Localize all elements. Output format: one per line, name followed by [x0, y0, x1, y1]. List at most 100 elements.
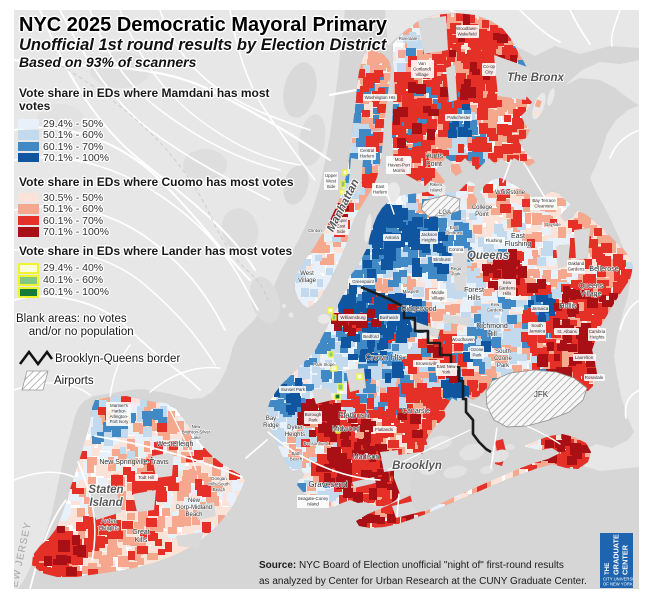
- svg-text:Rikers: Rikers: [430, 182, 443, 187]
- svg-text:Gravesend: Gravesend: [308, 480, 347, 489]
- svg-text:Point: Point: [475, 212, 489, 218]
- svg-text:Maspeth: Maspeth: [403, 289, 420, 294]
- svg-text:Village: Village: [431, 295, 445, 300]
- svg-text:Park: Park: [308, 417, 318, 422]
- svg-text:Bushwick: Bushwick: [380, 315, 399, 320]
- svg-text:Clearview: Clearview: [534, 203, 554, 208]
- svg-text:Beach: Beach: [185, 512, 202, 518]
- svg-text:Queens: Queens: [467, 250, 509, 262]
- svg-text:Heights: Heights: [422, 237, 438, 242]
- svg-text:Elmhurst: Elmhurst: [445, 230, 463, 235]
- svg-text:Upper: Upper: [325, 173, 337, 178]
- svg-text:Haven-Port: Haven-Port: [388, 162, 411, 167]
- svg-text:Cortlandt: Cortlandt: [413, 66, 432, 71]
- svg-text:Park: Park: [472, 352, 482, 357]
- svg-text:Heights: Heights: [590, 334, 606, 339]
- svg-text:Hunts: Hunts: [425, 153, 444, 160]
- svg-text:Woodlawn-: Woodlawn-: [456, 26, 478, 31]
- svg-text:Westerleigh: Westerleigh: [157, 441, 194, 448]
- svg-text:Hills-South: Hills-South: [208, 481, 230, 486]
- svg-text:Village: Village: [415, 72, 429, 77]
- svg-text:Richmond: Richmond: [476, 323, 508, 330]
- svg-text:Riverdale: Riverdale: [399, 36, 418, 41]
- svg-text:Park: Park: [451, 271, 461, 276]
- svg-text:Bellerose: Bellerose: [589, 266, 618, 273]
- svg-text:Port Ivory: Port Ivory: [110, 419, 130, 424]
- svg-text:Kew: Kew: [491, 302, 500, 307]
- svg-text:East New: East New: [437, 364, 457, 369]
- svg-text:Greenpoint: Greenpoint: [352, 279, 375, 284]
- svg-text:Woodhaven: Woodhaven: [451, 337, 475, 342]
- svg-text:Ozone: Ozone: [471, 347, 484, 352]
- svg-text:Cambria: Cambria: [589, 329, 606, 334]
- svg-text:JFK: JFK: [534, 390, 549, 399]
- svg-text:York: York: [442, 369, 451, 374]
- svg-text:Washington Hts: Washington Hts: [365, 95, 397, 100]
- svg-text:Ridge: Ridge: [263, 423, 279, 429]
- svg-text:Heights: Heights: [99, 526, 119, 532]
- svg-text:Rego: Rego: [451, 266, 462, 271]
- svg-text:City: City: [485, 69, 493, 74]
- svg-text:Rosedale: Rosedale: [585, 375, 604, 380]
- svg-text:Flushing: Flushing: [486, 238, 503, 243]
- svg-text:Ozone: Ozone: [494, 356, 512, 362]
- svg-text:Bath: Bath: [291, 451, 301, 456]
- svg-text:Beach: Beach: [213, 487, 226, 492]
- svg-text:Gardens: Gardens: [568, 266, 586, 271]
- svg-text:Harlem: Harlem: [373, 189, 387, 194]
- svg-text:Park Slope: Park Slope: [313, 362, 335, 367]
- svg-text:Canarsie: Canarsie: [402, 408, 430, 415]
- svg-text:East: East: [337, 223, 347, 228]
- svg-text:CENTER: CENTER: [621, 544, 630, 575]
- svg-text:Van: Van: [418, 61, 426, 66]
- svg-text:Island: Island: [430, 187, 442, 192]
- svg-text:East: East: [450, 225, 460, 230]
- svg-text:Heights: Heights: [285, 432, 305, 438]
- svg-text:New: New: [192, 424, 202, 429]
- svg-text:Gardens: Gardens: [487, 307, 505, 312]
- svg-text:Arlington-: Arlington-: [110, 414, 129, 419]
- svg-text:Sunset Park: Sunset Park: [281, 387, 306, 392]
- svg-text:Jackson: Jackson: [421, 232, 438, 237]
- svg-text:The Bronx: The Bronx: [507, 72, 564, 84]
- svg-text:Midwood: Midwood: [332, 426, 360, 433]
- svg-text:College: College: [472, 205, 493, 211]
- svg-text:Beach: Beach: [290, 456, 303, 461]
- svg-text:GRADUATE: GRADUATE: [612, 534, 621, 575]
- svg-text:Lake: Lake: [191, 435, 201, 440]
- svg-text:Island: Island: [89, 497, 123, 509]
- svg-text:Bay: Bay: [266, 416, 276, 422]
- svg-text:Astoria: Astoria: [385, 235, 399, 240]
- svg-text:Harlem: Harlem: [360, 153, 374, 158]
- svg-text:Flushing: Flushing: [505, 241, 532, 248]
- svg-text:Gardens: Gardens: [499, 285, 517, 290]
- svg-text:Kills: Kills: [135, 537, 148, 544]
- svg-text:West: West: [326, 178, 337, 183]
- svg-text:Parkchester: Parkchester: [447, 115, 471, 120]
- svg-text:Harbor-: Harbor-: [112, 408, 127, 413]
- svg-text:Upper: Upper: [335, 218, 347, 223]
- svg-text:Borough: Borough: [305, 412, 322, 417]
- svg-text:Village: Village: [581, 291, 602, 298]
- svg-text:Brooklyn: Brooklyn: [392, 460, 442, 472]
- svg-text:Village: Village: [298, 278, 317, 284]
- svg-text:Island: Island: [307, 501, 319, 506]
- svg-text:Hills: Hills: [503, 291, 512, 296]
- svg-text:Central: Central: [360, 148, 374, 153]
- svg-text:Flatbush: Flatbush: [339, 411, 370, 420]
- svg-text:OF NEW YORK: OF NEW YORK: [603, 582, 633, 587]
- svg-text:Hill: Hill: [487, 331, 497, 338]
- svg-text:Morris: Morris: [393, 168, 406, 173]
- svg-text:Mott: Mott: [395, 157, 404, 162]
- svg-text:Brighton-Silver: Brighton-Silver: [182, 429, 211, 434]
- svg-text:Dorp-Midland: Dorp-Midland: [176, 505, 212, 511]
- svg-text:Jamaica: Jamaica: [532, 306, 549, 311]
- svg-text:South: South: [531, 323, 543, 328]
- svg-text:Corona: Corona: [449, 247, 464, 252]
- svg-text:Middle: Middle: [432, 290, 445, 295]
- svg-text:New Springville-Travis: New Springville-Travis: [99, 459, 169, 466]
- svg-text:St. Albans: St. Albans: [557, 329, 578, 334]
- svg-text:West: West: [300, 271, 314, 277]
- svg-text:Madison: Madison: [353, 454, 380, 461]
- svg-text:Co-op: Co-op: [483, 64, 496, 69]
